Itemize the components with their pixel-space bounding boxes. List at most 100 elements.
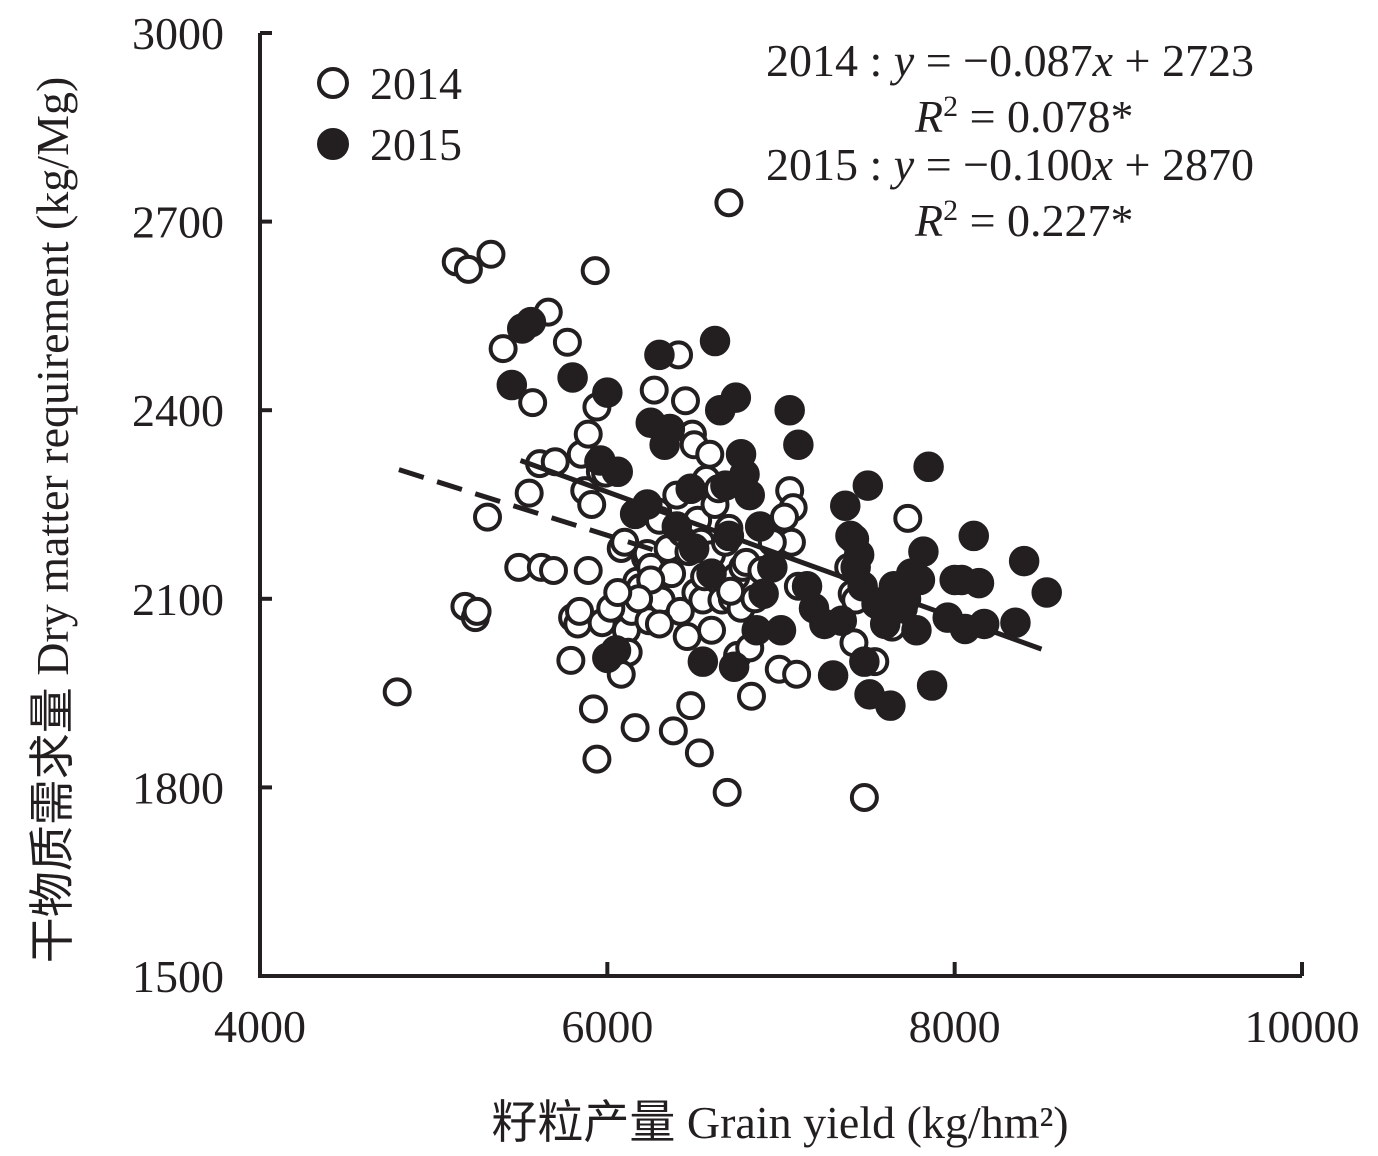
data-point-2015 xyxy=(515,306,547,338)
data-point-2014 xyxy=(552,327,582,357)
data-point-2014 xyxy=(573,419,603,449)
x-tick-label: 10000 xyxy=(1245,1001,1360,1052)
data-point-2015 xyxy=(718,651,750,682)
data-point-2014 xyxy=(518,388,548,418)
data-point-2015 xyxy=(849,646,880,677)
data-point-2014 xyxy=(769,502,799,532)
data-point-2015 xyxy=(904,564,936,596)
eq-2015-rhs: = −0.100 xyxy=(914,139,1092,190)
data-point-2014 xyxy=(716,576,746,606)
data-point-2014 xyxy=(670,386,700,416)
data-point-2015 xyxy=(748,578,779,610)
eq-2015-y: y xyxy=(890,139,915,190)
data-point-2014 xyxy=(538,556,568,586)
axes xyxy=(258,33,1302,978)
eq-2014-y: y xyxy=(890,35,915,86)
data-point-2014 xyxy=(565,596,595,626)
data-point-2014 xyxy=(684,738,714,768)
data-point-2014 xyxy=(893,503,923,533)
data-point-2014 xyxy=(658,716,688,746)
trendlines xyxy=(398,458,1043,652)
data-point-2015 xyxy=(678,533,710,564)
y-tick-label: 2100 xyxy=(132,574,224,625)
data-point-2015 xyxy=(687,646,719,677)
trendline-2015 xyxy=(519,458,1043,652)
data-point-2014 xyxy=(736,681,766,711)
data-point-2014 xyxy=(580,256,610,286)
data-point-2014 xyxy=(488,334,518,364)
data-point-2015 xyxy=(817,660,849,691)
ticks xyxy=(258,31,1304,978)
y-axis-title: 干物质需求量 Dry matter requirement (kg/Mg) xyxy=(27,77,78,964)
y-tick-label: 1800 xyxy=(132,762,224,813)
data-point-2015 xyxy=(734,479,765,511)
data-point-2015 xyxy=(774,394,805,426)
data-point-2015 xyxy=(913,451,944,483)
data-point-2015 xyxy=(675,473,706,505)
data-point-2014 xyxy=(697,615,727,645)
data-point-2014 xyxy=(639,375,669,405)
data-point-2014 xyxy=(849,782,879,812)
x-tick-label: 4000 xyxy=(214,1001,306,1052)
y-tick-label: 3000 xyxy=(132,8,224,59)
data-point-2015 xyxy=(963,567,995,599)
data-point-2015 xyxy=(901,614,932,646)
eq-2014-x: x xyxy=(1092,35,1114,86)
data-point-2014 xyxy=(578,694,608,724)
legend: 2014 2015 xyxy=(317,58,462,170)
data-point-2014 xyxy=(695,439,725,469)
data-point-2015 xyxy=(496,369,528,401)
data-point-2014 xyxy=(603,578,633,608)
data-point-2015 xyxy=(592,377,623,408)
data-point-2014 xyxy=(672,622,702,652)
data-point-2014 xyxy=(620,713,650,743)
trendline-2014 xyxy=(398,467,661,555)
data-point-2015 xyxy=(696,558,727,589)
x-tick-label: 8000 xyxy=(909,1001,1001,1052)
eq-2015-prefix: 2015 : xyxy=(766,139,894,190)
data-point-2014 xyxy=(644,609,674,639)
legend-marker-2015 xyxy=(317,128,349,160)
data-point-2015 xyxy=(600,635,632,666)
equation-2014: 2014 : y = −0.087x + 2723 xyxy=(766,35,1254,86)
x-axis-title: 籽粒产量 Grain yield (kg/hm²) xyxy=(491,1097,1068,1148)
r2-2014: R2 = 0.078* xyxy=(914,90,1134,143)
y-tick-label: 2700 xyxy=(132,197,224,248)
r2-2015-sup: 2 xyxy=(943,194,958,227)
data-point-2014 xyxy=(462,596,492,626)
data-point-2015 xyxy=(765,614,797,646)
data-point-2015 xyxy=(602,456,634,488)
data-point-2014 xyxy=(577,490,607,519)
data-point-2015 xyxy=(1008,545,1040,577)
data-point-2015 xyxy=(826,605,858,637)
data-point-2014 xyxy=(676,691,706,721)
data-point-2014 xyxy=(712,777,742,807)
r2-2014-value: = 0.078* xyxy=(958,91,1133,142)
data-point-2015 xyxy=(830,490,861,522)
data-point-2015 xyxy=(699,325,731,357)
regression-equations: 2014 : y = −0.087x + 2723 R2 = 0.078* 20… xyxy=(766,35,1254,246)
tick-labels: 1500 1800 2100 2400 2700 3000 4000 6000 8000 1000… xyxy=(132,8,1360,1052)
r2-2014-sup: 2 xyxy=(943,90,958,123)
data-point-2015 xyxy=(720,382,752,413)
data-point-2014 xyxy=(476,239,506,269)
data-point-2015 xyxy=(654,413,686,445)
data-point-2014 xyxy=(582,744,612,774)
data-point-2014 xyxy=(453,254,483,284)
data-point-2014 xyxy=(556,645,586,675)
data-point-2015 xyxy=(644,339,675,371)
eq-2014-tail: + 2723 xyxy=(1113,35,1254,86)
data-point-2015 xyxy=(852,470,884,501)
data-point-2015 xyxy=(783,429,814,461)
x-tick-label: 6000 xyxy=(561,1001,653,1052)
r2-2015-r: R xyxy=(914,195,943,246)
r2-2014-r: R xyxy=(914,91,943,142)
data-point-2015 xyxy=(1000,607,1031,638)
data-point-2015 xyxy=(908,536,939,567)
data-point-2015 xyxy=(838,523,870,555)
data-point-2014 xyxy=(573,556,603,586)
r2-2015: R2 = 0.227* xyxy=(914,194,1134,247)
data-point-2015 xyxy=(557,362,588,393)
data-point-2014 xyxy=(714,188,744,218)
